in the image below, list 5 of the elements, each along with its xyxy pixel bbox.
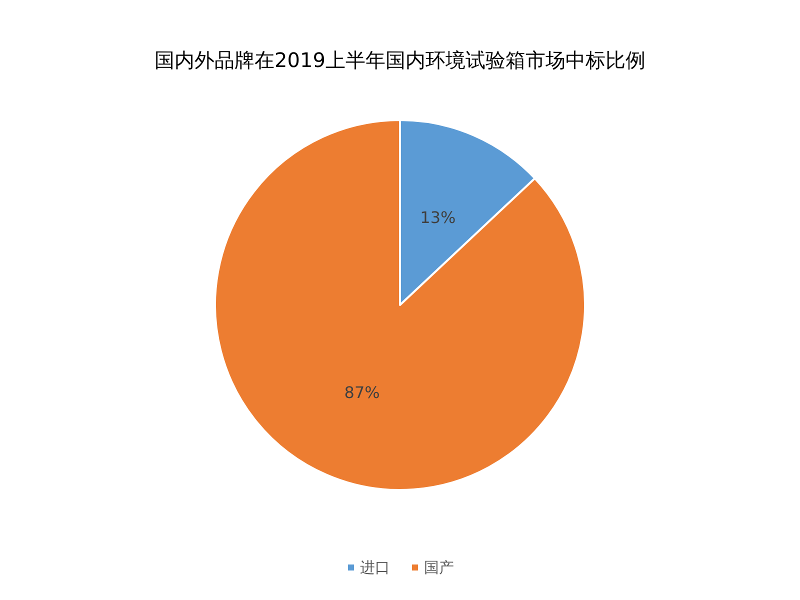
legend-label: 进口 bbox=[360, 558, 390, 576]
chart-title: 国内外品牌在2019上半年国内环境试验箱市场中标比例 bbox=[154, 48, 646, 72]
data-label: 13% bbox=[420, 208, 456, 227]
data-label: 87% bbox=[344, 383, 380, 402]
legend-label: 国产 bbox=[424, 558, 454, 576]
